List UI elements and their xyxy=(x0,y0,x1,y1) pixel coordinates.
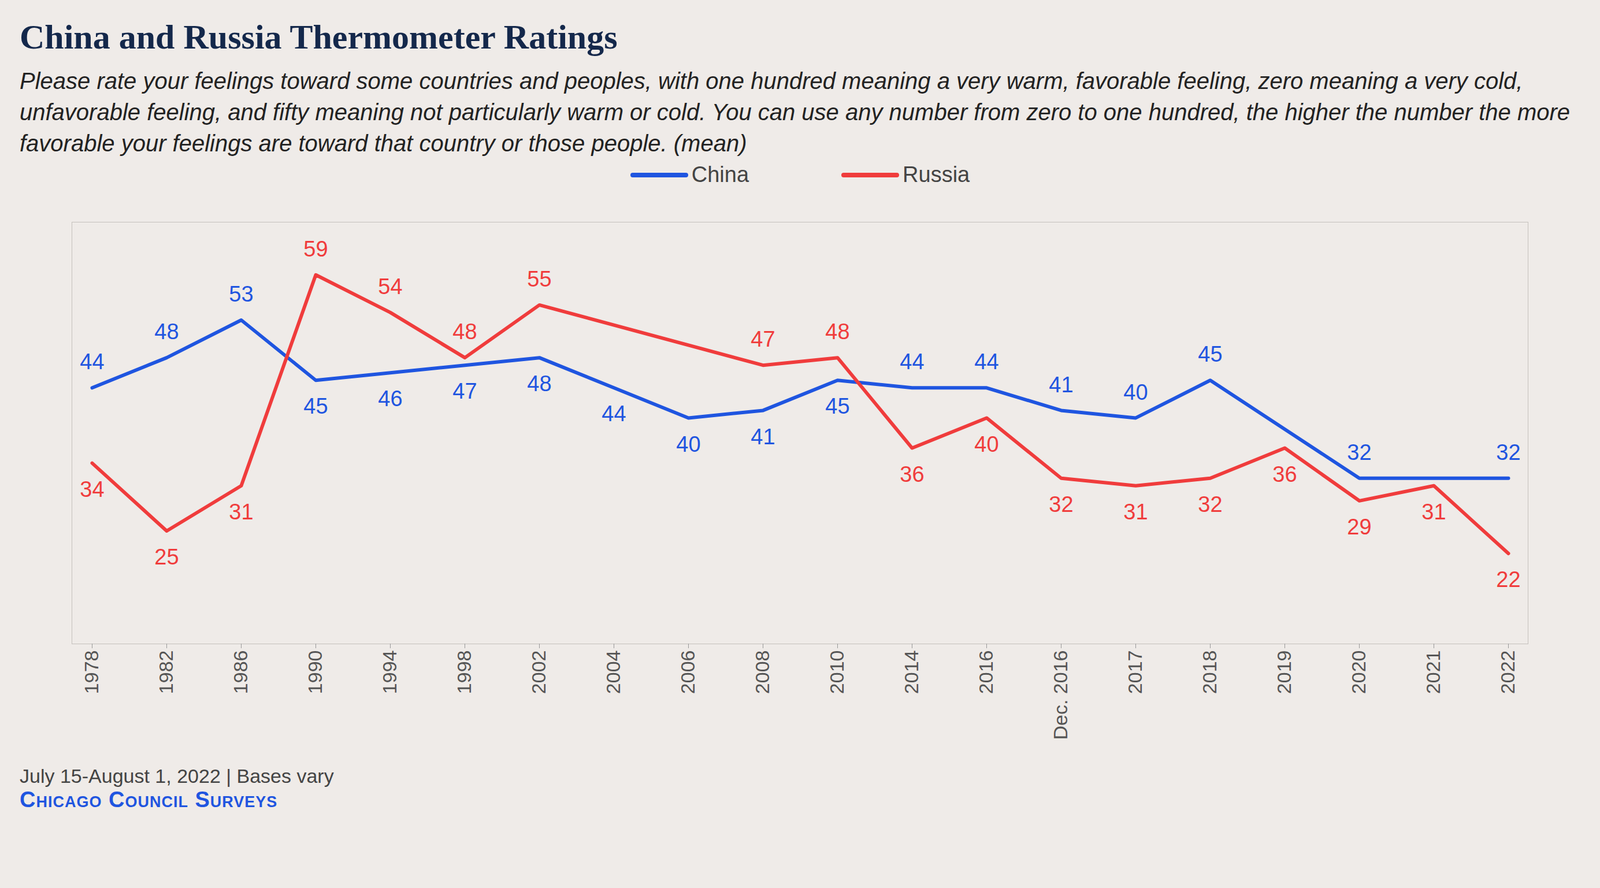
svg-text:44: 44 xyxy=(974,349,999,374)
svg-text:32: 32 xyxy=(1048,492,1074,517)
svg-text:1982: 1982 xyxy=(154,650,177,695)
svg-text:32: 32 xyxy=(1346,440,1372,465)
svg-text:1994: 1994 xyxy=(378,650,401,695)
svg-text:Dec. 2016: Dec. 2016 xyxy=(1049,650,1072,741)
svg-text:1990: 1990 xyxy=(303,650,326,695)
svg-text:45: 45 xyxy=(825,394,850,419)
svg-text:2016: 2016 xyxy=(974,650,997,695)
html-text:Russia: Russia xyxy=(902,162,970,187)
svg-text:40: 40 xyxy=(676,432,701,457)
svg-text:48: 48 xyxy=(154,319,179,344)
svg-text:31: 31 xyxy=(1123,499,1148,525)
svg-text:2019: 2019 xyxy=(1272,650,1295,695)
svg-text:1998: 1998 xyxy=(453,650,475,695)
svg-text:2006: 2006 xyxy=(676,650,699,695)
html-text:China and Russia Thermometer R: China and Russia Thermometer Ratings xyxy=(19,17,618,57)
svg-text:59: 59 xyxy=(303,236,328,262)
svg-text:2004: 2004 xyxy=(602,650,625,695)
svg-text:40: 40 xyxy=(1123,380,1148,405)
svg-text:31: 31 xyxy=(1421,499,1446,525)
svg-text:53: 53 xyxy=(228,281,254,307)
svg-text:2008: 2008 xyxy=(751,650,774,695)
svg-text:2017: 2017 xyxy=(1123,650,1146,695)
svg-text:36: 36 xyxy=(899,462,924,487)
svg-text:48: 48 xyxy=(526,371,552,396)
svg-text:44: 44 xyxy=(601,401,626,426)
svg-text:2021: 2021 xyxy=(1422,650,1444,695)
svg-text:47: 47 xyxy=(452,379,477,404)
svg-text:41: 41 xyxy=(750,424,775,449)
html-text:July 15-August 1, 2022 | Bases: July 15-August 1, 2022 | Bases vary xyxy=(19,765,334,787)
svg-text:40: 40 xyxy=(974,432,999,457)
svg-text:32: 32 xyxy=(1495,440,1521,465)
svg-text:55: 55 xyxy=(526,266,552,292)
html-text:Chicago Council Surveys: Chicago Council Surveys xyxy=(19,787,278,812)
svg-text:32: 32 xyxy=(1197,492,1223,517)
svg-text:54: 54 xyxy=(377,274,403,299)
svg-text:2018: 2018 xyxy=(1198,650,1221,695)
svg-text:22: 22 xyxy=(1495,567,1521,592)
svg-text:34: 34 xyxy=(79,477,105,502)
svg-text:48: 48 xyxy=(825,319,850,344)
svg-text:45: 45 xyxy=(303,394,328,419)
svg-text:44: 44 xyxy=(79,349,105,374)
html-text:China: China xyxy=(691,162,749,187)
svg-text:1986: 1986 xyxy=(229,650,252,695)
svg-text:2010: 2010 xyxy=(825,650,848,695)
svg-text:48: 48 xyxy=(452,319,477,344)
svg-text:2020: 2020 xyxy=(1347,650,1370,695)
svg-text:2002: 2002 xyxy=(527,650,550,695)
svg-text:2022: 2022 xyxy=(1496,650,1519,695)
svg-text:2014: 2014 xyxy=(900,650,923,695)
svg-text:41: 41 xyxy=(1048,372,1074,397)
svg-text:1978: 1978 xyxy=(80,650,103,695)
svg-text:45: 45 xyxy=(1197,342,1223,367)
svg-text:47: 47 xyxy=(750,327,775,352)
html-text:Please rate your feelings towa: Please rate your feelings toward some co… xyxy=(19,68,1570,157)
svg-text:36: 36 xyxy=(1272,462,1297,487)
svg-text:29: 29 xyxy=(1346,514,1372,540)
svg-text:25: 25 xyxy=(154,544,179,570)
svg-text:46: 46 xyxy=(377,386,403,411)
svg-text:44: 44 xyxy=(899,349,924,374)
svg-text:31: 31 xyxy=(228,499,254,525)
